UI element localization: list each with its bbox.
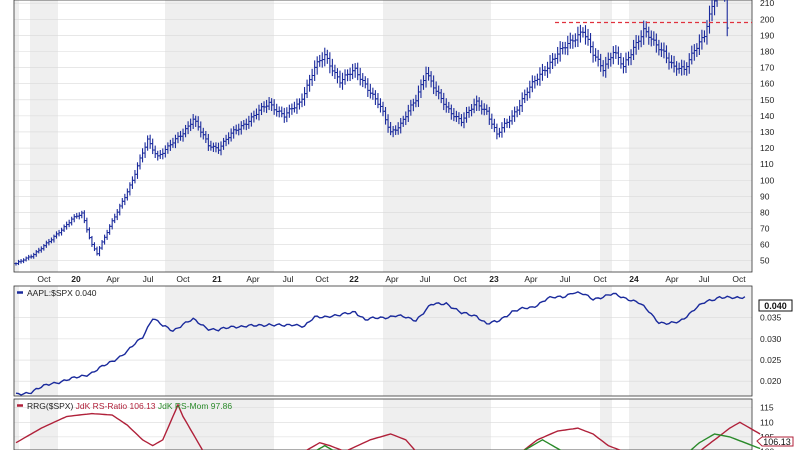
x-tick-label: Jul (560, 274, 571, 284)
x-tick-label: 22 (349, 274, 359, 284)
price-y-tick-label: 70 (760, 224, 770, 234)
period-band (58, 0, 165, 272)
price-y-tick-label: 50 (760, 256, 770, 266)
x-tick-label: Oct (593, 274, 607, 284)
x-tick-label: Jul (420, 274, 431, 284)
x-tick-label: 24 (629, 274, 639, 284)
rrg-y-tick-label: 115 (760, 403, 774, 413)
period-band (14, 399, 19, 450)
rrg-y-tick-label: 110 (760, 417, 774, 427)
x-tick-label: Apr (246, 274, 259, 284)
x-tick-labels: Oct 20 Apr Jul Oct 21 Apr Jul Oct 22 Apr Jul Oct 23 Ap… (37, 274, 746, 284)
period-band (612, 286, 629, 396)
price-y-tick-label: 190 (760, 30, 774, 40)
price-y-tick-label: 110 (760, 159, 774, 169)
period-band (14, 0, 19, 272)
ratio-y-tick-label: 0.030 (760, 334, 782, 344)
period-band (600, 0, 612, 272)
x-tick-label: Oct (453, 274, 467, 284)
period-band (19, 286, 30, 396)
x-tick-label: Oct (176, 274, 190, 284)
x-tick-label: Jul (283, 274, 294, 284)
period-band (165, 286, 274, 396)
price-y-tick-label: 150 (760, 95, 774, 105)
period-band (30, 0, 58, 272)
ratio-y-tick-label: 0.020 (760, 376, 782, 386)
rrg-legend-text: RRG($SPX) JdK RS-Ratio 106.13 JdK RS-Mom… (27, 401, 232, 411)
x-tick-label: 21 (212, 274, 222, 284)
rrg-value-box (756, 436, 794, 447)
panel-frame (13, 285, 753, 397)
price-y-tick-label: 90 (760, 191, 770, 201)
gridlines (14, 2, 752, 452)
x-tick-label: Oct (315, 274, 329, 284)
period-band (491, 0, 600, 272)
rrg-value-tag: 106.13 (756, 436, 794, 447)
rrg-value-text: 106.13 (763, 437, 791, 447)
ratio-legend: AAPL:$SPX 0.040 (17, 288, 97, 298)
ohlc-bar (715, 0, 718, 7)
price-ratio-line (15, 291, 746, 396)
period-band (383, 0, 491, 272)
period-band (58, 286, 165, 396)
period-band (14, 286, 19, 396)
x-tick-label: Jul (699, 274, 710, 284)
period-band (629, 286, 752, 396)
ratio-value-text: 0.040 (764, 301, 787, 311)
rrg-legend-prefix: RRG($SPX) (27, 401, 73, 411)
price-y-tick-label: 80 (760, 207, 770, 217)
x-tick-label: 23 (489, 274, 499, 284)
price-y-tick-label: 200 (760, 14, 774, 24)
ratio-value-tag: 0.040 (758, 299, 793, 312)
period-band (30, 286, 58, 396)
price-y-tick-label: 130 (760, 127, 774, 137)
period-band (19, 0, 30, 272)
x-tick-label: Apr (385, 274, 398, 284)
period-band (491, 286, 600, 396)
rrg-legend-mom: JdK RS-Mom 97.86 (158, 401, 232, 411)
price-y-tick-label: 60 (760, 240, 770, 250)
period-band (383, 399, 491, 450)
period-band (629, 399, 752, 450)
ratio-y-tick-label: 0.025 (760, 355, 782, 365)
ohlc-bar (726, 0, 729, 37)
period-band (274, 399, 383, 450)
rrg-legend-ratio: JdK RS-Ratio 106.13 (76, 401, 156, 411)
x-tick-label: Jul (143, 274, 154, 284)
x-tick-label: Apr (106, 274, 119, 284)
x-tick-label: Oct (37, 274, 51, 284)
period-band (612, 399, 629, 450)
price-y-tick-label: 170 (760, 63, 774, 73)
y-tick-labels: 50 60 70 80 90 100 110 120 130 140 150 160 170 180 190… (760, 0, 782, 455)
period-band (600, 399, 612, 450)
x-tick-label: Apr (665, 274, 678, 284)
price-y-tick-label: 140 (760, 111, 774, 121)
period-band (600, 286, 612, 396)
ohlc-bars (14, 0, 729, 266)
panel-frame (13, 0, 753, 273)
price-y-tick-label: 100 (760, 175, 774, 185)
x-tick-label: 20 (71, 274, 81, 284)
price-y-tick-label: 210 (760, 0, 774, 8)
period-band (274, 286, 383, 396)
period-band (383, 286, 491, 396)
ratio-legend-text: AAPL:$SPX 0.040 (27, 288, 97, 298)
x-tick-label: Oct (732, 274, 746, 284)
price-y-tick-label: 120 (760, 143, 774, 153)
period-band (274, 0, 383, 272)
price-y-tick-label: 160 (760, 79, 774, 89)
period-band (629, 0, 752, 272)
x-tick-label: Apr (524, 274, 537, 284)
price-y-tick-label: 180 (760, 47, 774, 57)
period-band (612, 0, 629, 272)
ratio-y-tick-label: 0.035 (760, 313, 782, 323)
period-band (19, 399, 30, 450)
period-bands (14, 0, 752, 450)
ratio-value-box (758, 299, 793, 312)
rrg-legend: RRG($SPX) JdK RS-Ratio 106.13 JdK RS-Mom… (17, 401, 232, 411)
